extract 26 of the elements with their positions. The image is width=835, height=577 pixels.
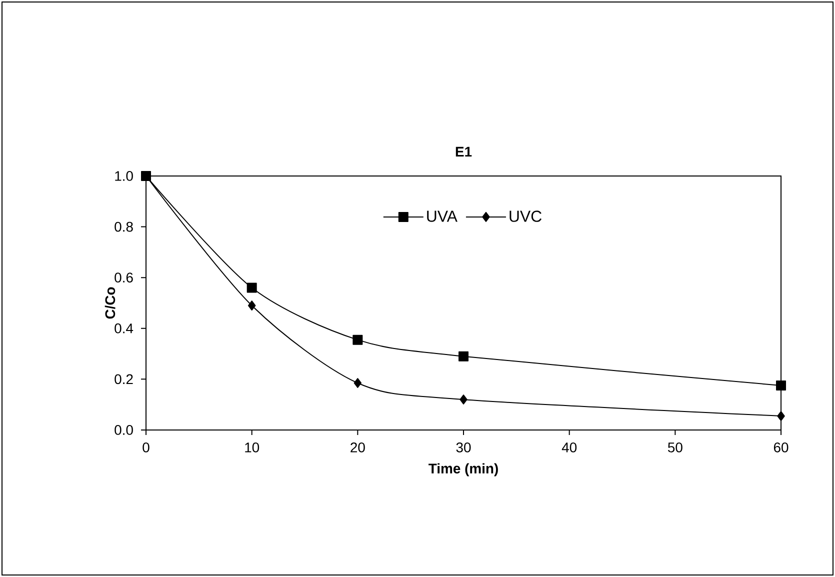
y-tick-label: 0.0: [114, 425, 133, 435]
chart-title: E1: [456, 146, 472, 156]
x-tick-label: 60: [774, 442, 788, 452]
y-tick-label: 0.2: [114, 374, 133, 384]
x-axis-title: Time (min): [428, 463, 498, 476]
x-tick-label: 50: [668, 442, 682, 452]
y-tick-label: 1.0: [115, 171, 133, 181]
point: [354, 378, 362, 388]
x-tick-label: 40: [562, 442, 577, 452]
y-tick-label: 0.6: [114, 272, 133, 283]
legend-label: UVA: [427, 210, 458, 222]
x-tick-label: 10: [245, 442, 260, 452]
y-tick-label: 0.8: [114, 222, 133, 232]
point: [458, 351, 469, 362]
y-tick-label: 0.4: [114, 323, 134, 334]
point: [776, 380, 786, 391]
point: [460, 394, 468, 405]
point: [352, 334, 363, 345]
point: [246, 282, 257, 293]
y-axis-title: C/Co: [104, 287, 116, 319]
x-tick-label: 20: [350, 442, 365, 452]
point: [777, 411, 785, 422]
x-tick-label: 0: [142, 442, 150, 452]
legend-label: UVC: [510, 210, 542, 222]
point: [248, 300, 256, 311]
x-tick-label: 30: [456, 442, 471, 452]
